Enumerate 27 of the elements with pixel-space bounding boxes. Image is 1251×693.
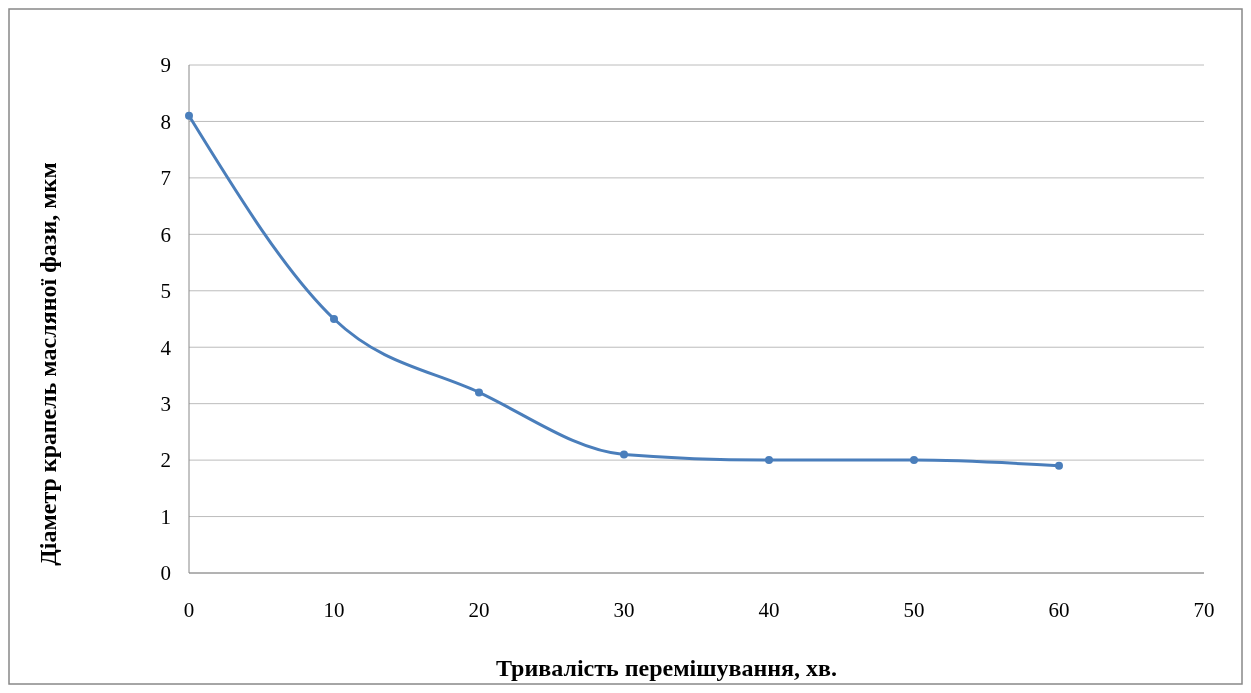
x-tick-label: 10	[323, 598, 345, 622]
point	[620, 450, 628, 459]
point	[765, 456, 773, 465]
y-tick-label: 4	[160, 335, 172, 360]
y-tick-label: 2	[160, 448, 171, 473]
y-tick-label: 9	[160, 53, 171, 78]
y-tick-label: 8	[160, 109, 171, 134]
x-axis-title: Тривалість перемішування, хв.	[495, 655, 838, 681]
point	[910, 456, 918, 465]
point	[330, 315, 338, 323]
y-axis-title: Діаметр крапель масляної фази, мкм	[35, 162, 61, 566]
y-tick-label: 0	[160, 561, 171, 586]
x-tick-label: 50	[903, 598, 925, 622]
point	[1055, 461, 1063, 470]
point	[475, 388, 483, 397]
y-tick-label: 3	[160, 392, 171, 417]
y-tick-label: 5	[160, 279, 171, 304]
point	[185, 111, 193, 120]
x-tick-label: 60	[1048, 598, 1070, 622]
x-tick-label: 30	[613, 598, 635, 622]
y-tick-label: 6	[160, 222, 171, 247]
y-tick-label: 1	[160, 504, 171, 529]
x-tick-label: 70	[1193, 598, 1215, 622]
y-tick-label: 7	[160, 166, 171, 191]
x-tick-label: 40	[758, 598, 780, 622]
x-tick-label: 20	[468, 598, 490, 622]
x-tick-label: 0	[183, 598, 195, 622]
